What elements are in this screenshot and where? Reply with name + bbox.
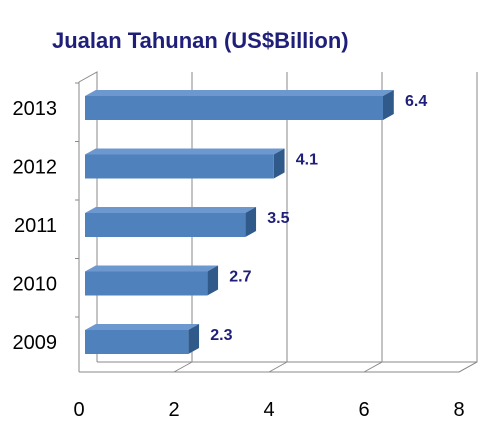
bar-side bbox=[273, 148, 285, 179]
gridline bbox=[458, 72, 478, 373]
chart-title: Jualan Tahunan (US$Billion) bbox=[52, 28, 349, 53]
bar-side bbox=[245, 207, 257, 237]
bar bbox=[85, 207, 257, 237]
bar-side bbox=[207, 265, 219, 296]
bar-front bbox=[85, 96, 383, 120]
data-label: 2.7 bbox=[229, 269, 251, 286]
bar-side bbox=[383, 90, 394, 120]
x-tick-label: 8 bbox=[453, 399, 464, 421]
x-tick-label: 2 bbox=[168, 399, 179, 421]
bars bbox=[85, 90, 394, 354]
bar-front bbox=[85, 330, 189, 354]
data-label: 3.5 bbox=[267, 210, 289, 227]
bar bbox=[85, 90, 394, 120]
bar-front bbox=[85, 213, 246, 237]
x-tick-labels: 0 2 4 6 8 bbox=[73, 399, 464, 421]
y-tick-label: 2010 bbox=[13, 274, 58, 296]
data-labels: 6.4 4.1 3.5 2.7 2.3 bbox=[210, 93, 427, 344]
grid bbox=[75, 71, 478, 373]
bar-side bbox=[188, 324, 200, 354]
y-tick-labels: 2013 2012 2011 2010 2009 bbox=[13, 98, 58, 354]
bar-front bbox=[85, 154, 274, 179]
data-label: 6.4 bbox=[405, 93, 427, 110]
gridline bbox=[268, 72, 288, 373]
x-tick-label: 4 bbox=[263, 399, 274, 421]
y-tick-label: 2011 bbox=[14, 215, 57, 237]
data-label: 4.1 bbox=[296, 152, 318, 169]
y-tick-label: 2012 bbox=[13, 157, 58, 179]
x-tick-label: 6 bbox=[358, 399, 369, 421]
bar-top bbox=[85, 207, 257, 213]
bar bbox=[85, 324, 200, 354]
data-label: 2.3 bbox=[210, 327, 232, 344]
bar-top bbox=[85, 148, 285, 155]
bar-top bbox=[85, 324, 200, 330]
bar bbox=[85, 265, 219, 296]
x-tick-label: 0 bbox=[73, 399, 84, 421]
bar-front bbox=[85, 271, 208, 296]
y-tick-label: 2009 bbox=[13, 332, 58, 354]
bar-top bbox=[85, 90, 394, 96]
bar bbox=[85, 148, 285, 179]
gridline bbox=[363, 72, 383, 373]
y-tick-label: 2013 bbox=[13, 98, 58, 120]
bar-top bbox=[85, 265, 219, 272]
